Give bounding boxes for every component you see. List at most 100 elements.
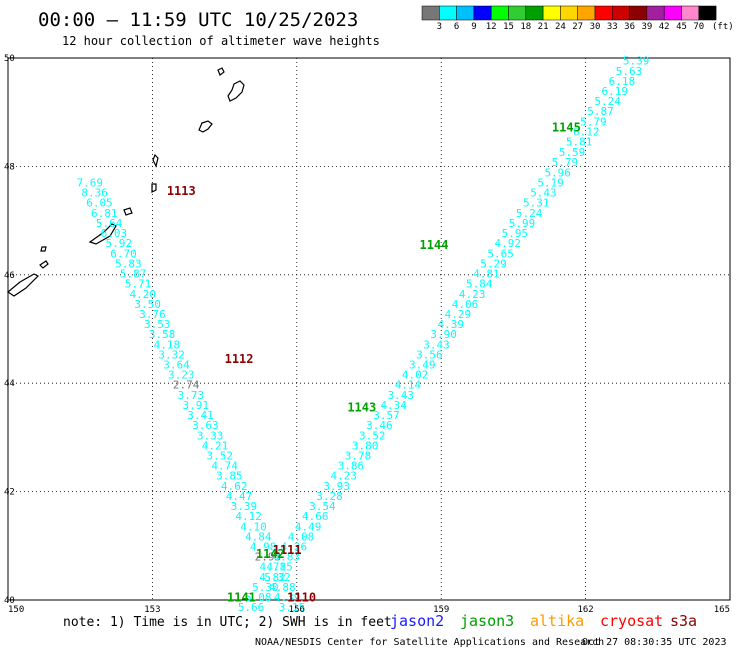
wave-height-label: 3.23 bbox=[168, 368, 195, 381]
wave-height-label: 2.93 bbox=[255, 551, 282, 564]
island-shape bbox=[40, 246, 47, 252]
wave-height-label: 4.29 bbox=[445, 308, 472, 321]
wave-height-label: 3.43 bbox=[388, 389, 415, 402]
island-shape bbox=[198, 120, 213, 133]
wave-height-label: 6.70 bbox=[110, 247, 137, 260]
wave-height-label: 4.02 bbox=[402, 368, 429, 381]
satellite-name: altika bbox=[530, 612, 584, 630]
grid-lines bbox=[8, 58, 730, 600]
wave-height-label: 4.84 bbox=[245, 530, 272, 543]
chart-subtitle: 12 hour collection of altimeter wave hei… bbox=[62, 34, 380, 48]
wave-height-label: 3.54 bbox=[309, 500, 336, 513]
wave-height-label: 4.85 bbox=[266, 561, 293, 574]
wave-height-label: 4.12 bbox=[235, 510, 262, 523]
wave-height-label: 4.92 bbox=[495, 237, 522, 250]
wave-height-label: 4.49 bbox=[295, 520, 322, 533]
plot-frame bbox=[7, 57, 731, 601]
wave-height-label: 7.69 bbox=[77, 176, 104, 189]
x-tick-label: 156 bbox=[289, 605, 305, 615]
legend-swatch bbox=[508, 5, 527, 21]
wave-height-label: 5.87 bbox=[587, 105, 614, 118]
wave-height-label: 6.03 bbox=[101, 227, 128, 240]
y-tick-label: 50 bbox=[4, 54, 15, 64]
wave-height-label: 4.06 bbox=[452, 298, 479, 311]
color-legend: 3 6 9 12 15 18 21 24 27 30 33 36 39 42 45 70 bbox=[421, 5, 717, 32]
pass-label: 1142 bbox=[256, 547, 285, 561]
wave-height-label: 5.24 bbox=[594, 95, 621, 108]
legend-swatch bbox=[698, 5, 717, 21]
island-shape bbox=[152, 153, 159, 168]
island-shape bbox=[39, 260, 49, 269]
wave-height-label: 5.79 bbox=[580, 116, 607, 129]
wave-height-label: 5.24 bbox=[516, 207, 543, 220]
wave-height-label: 3.15 bbox=[279, 601, 306, 614]
satellite-name: cryosat bbox=[600, 612, 663, 630]
wave-height-label: 4.34 bbox=[380, 399, 407, 412]
wave-height-label: 4.23 bbox=[459, 288, 486, 301]
island-shape bbox=[123, 207, 133, 216]
pass-label: 1110 bbox=[287, 590, 316, 604]
wave-height-label: 5.84 bbox=[466, 277, 493, 290]
wave-height-values: 7.698.366.056.815.646.035.926.705.835.87… bbox=[77, 55, 650, 614]
x-tick-label: 159 bbox=[433, 605, 449, 615]
wave-height-label: 3.52 bbox=[359, 429, 386, 442]
legend-swatch bbox=[560, 5, 578, 21]
wave-height-label: 3.91 bbox=[182, 399, 209, 412]
legend-label: 45 bbox=[676, 22, 687, 32]
legend-label: 18 bbox=[520, 22, 531, 32]
legend-swatch bbox=[646, 5, 665, 21]
wave-height-label: 4.98 bbox=[250, 540, 277, 553]
wave-height-label: 5.95 bbox=[502, 227, 529, 240]
legend-swatch bbox=[542, 5, 561, 21]
legend-swatch bbox=[629, 5, 648, 21]
wave-height-label: 5.63 bbox=[616, 65, 643, 78]
wave-height-label: 6.19 bbox=[601, 85, 628, 98]
legend-label: 36 bbox=[624, 22, 635, 32]
wave-height-label: 5.99 bbox=[509, 217, 536, 230]
legend-swatch bbox=[681, 5, 700, 21]
legend-label: 6 bbox=[454, 22, 459, 32]
wave-height-label: 3.90 bbox=[430, 328, 457, 341]
legend-swatch bbox=[456, 5, 475, 21]
wave-height-label: 3.85 bbox=[216, 469, 243, 482]
wave-height-label: 4.08 bbox=[288, 530, 315, 543]
wave-height-label: 3.33 bbox=[197, 429, 224, 442]
x-tick-label: 162 bbox=[577, 605, 593, 615]
wave-height-label: 5.39 bbox=[623, 55, 650, 68]
wave-height-label: 3.78 bbox=[345, 449, 372, 462]
wave-height-label: 3.53 bbox=[144, 318, 171, 331]
legend-swatch bbox=[490, 5, 509, 21]
wave-height-label: 5.96 bbox=[544, 166, 571, 179]
legend-swatch bbox=[663, 5, 682, 21]
wave-height-label: 4.14 bbox=[395, 378, 422, 391]
wave-height-label: 5.71 bbox=[125, 277, 152, 290]
wave-height-label: 4.39 bbox=[437, 318, 464, 331]
x-tick-label: 150 bbox=[8, 605, 24, 615]
wave-height-label: 3.50 bbox=[134, 298, 161, 311]
wave-height-label: 3.93 bbox=[323, 480, 350, 493]
y-tick-label: 40 bbox=[4, 596, 15, 606]
wave-height-label: 5.32 bbox=[264, 571, 291, 584]
y-tick-label: 48 bbox=[4, 162, 15, 172]
wave-height-label: 3.76 bbox=[139, 308, 166, 321]
wave-height-label: 3.49 bbox=[409, 358, 436, 371]
y-tick-label: 42 bbox=[4, 488, 15, 498]
legend-label: 21 bbox=[538, 22, 549, 32]
wave-height-label: 4.23 bbox=[331, 469, 358, 482]
wave-height-label: 6.18 bbox=[609, 75, 636, 88]
island-shape bbox=[217, 67, 225, 76]
wave-height-label: 4.83 bbox=[273, 551, 300, 564]
wave-height-label: 5.65 bbox=[487, 247, 514, 260]
wave-height-label: 2.74 bbox=[173, 378, 200, 391]
x-tick-labels: 150 153 156 159 162 165 bbox=[8, 605, 730, 615]
wave-height-label: 3.64 bbox=[163, 358, 190, 371]
y-tick-label: 44 bbox=[4, 379, 15, 389]
footer-note: note: 1) Time is in UTC; 2) SWH is in fe… bbox=[63, 615, 392, 630]
legend-label: 27 bbox=[572, 22, 583, 32]
wave-height-label: 3.63 bbox=[192, 419, 219, 432]
pass-label: 1112 bbox=[225, 352, 254, 366]
legend-swatch bbox=[439, 5, 457, 21]
legend-label: 33 bbox=[607, 22, 618, 32]
legend-label: 9 bbox=[471, 22, 476, 32]
wave-height-label: 6.81 bbox=[91, 207, 118, 220]
